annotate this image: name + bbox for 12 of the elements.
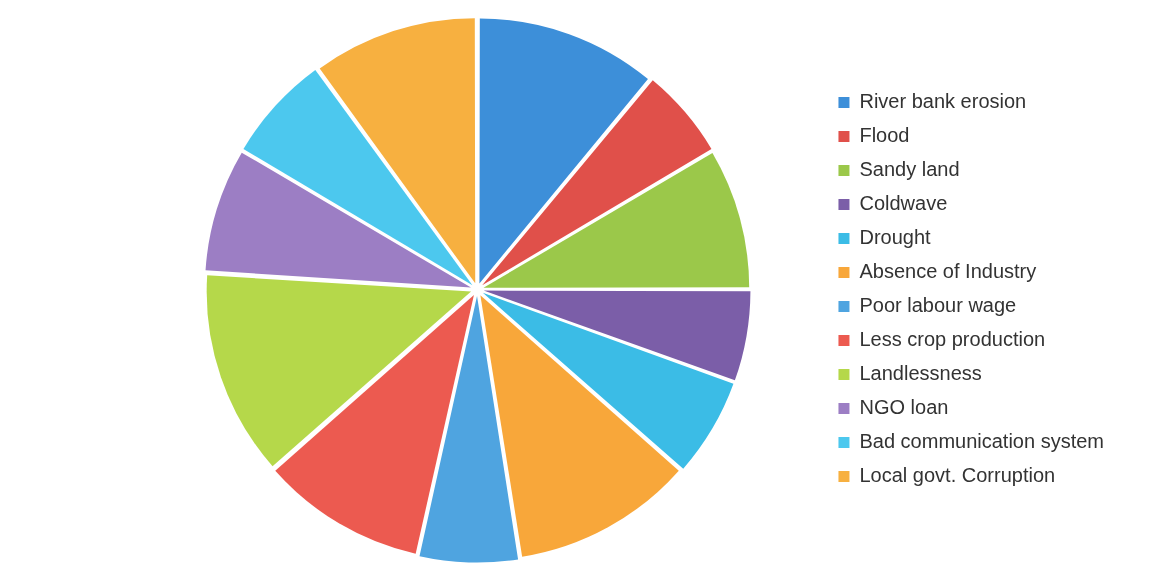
legend-label: Absence of Industry [859, 260, 1037, 283]
legend-label: NGO loan [859, 396, 949, 419]
legend-label: Bad communication system [859, 430, 1105, 453]
legend-label: Local govt. Corruption [859, 464, 1056, 487]
legend-label: Poor labour wage [859, 294, 1017, 317]
legend-label: Flood [859, 124, 910, 147]
legend-label: Sandy land [859, 158, 960, 181]
legend-label: Coldwave [859, 192, 948, 215]
legend-label: River bank erosion [859, 90, 1027, 113]
legend-label: Landlessness [859, 362, 982, 385]
legend-label: Drought [859, 226, 932, 249]
legend-label: Less crop production [859, 328, 1046, 351]
